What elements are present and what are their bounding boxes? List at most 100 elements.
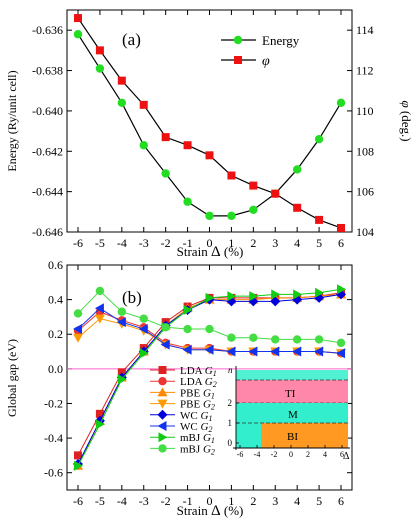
point-mbj-g1	[95, 419, 105, 430]
panel-b-xtick-label: -3	[139, 494, 149, 508]
point-wc-g2	[292, 346, 302, 357]
legend-label-lda-g2: LDA G2	[180, 376, 217, 389]
point-phi	[227, 171, 236, 180]
point-wc-g2	[204, 344, 214, 355]
inset-label-bi: BI	[287, 431, 298, 443]
point-wc-g2	[182, 344, 192, 355]
point-phi	[271, 189, 280, 198]
panel-b-xtick-label: 6	[338, 494, 344, 508]
point-pbe-g2	[94, 314, 105, 324]
inset-xlabel: Δ	[343, 451, 350, 462]
point-mbj-g2	[314, 335, 324, 344]
legend-marker-lda-g1	[158, 366, 167, 374]
panel-a-y2tick-label: 104	[356, 225, 374, 239]
point-phi	[315, 215, 324, 224]
point-mbj-g1	[183, 305, 193, 315]
series-line-energy	[77, 33, 342, 217]
inset-xtick-label: -2	[271, 450, 278, 459]
point-energy	[227, 211, 236, 221]
point-mbj-g2	[292, 335, 302, 344]
inset-ticks: -6 -4 -2 0 2 4 6 0 1 2	[228, 398, 345, 459]
inset-xtick-label: 0	[289, 450, 293, 459]
inset-band-top	[236, 370, 348, 380]
xlabel-unit-b: (%)	[224, 503, 244, 518]
svg-text:Strain Δ (%): Strain Δ (%)	[177, 244, 244, 260]
legend-marker-lda-g2	[158, 377, 167, 386]
panel-b-ytick-label: -0.6	[44, 466, 63, 480]
panel-a-ytick-label: -0.636	[32, 23, 63, 37]
point-mbj-g2	[249, 333, 258, 342]
legend-marker-mbj-g1	[158, 432, 168, 443]
point-mbj-g1	[117, 374, 127, 385]
panel-b-xtick-label: -4	[117, 494, 127, 508]
legend-marker-pbe-g2	[157, 399, 168, 409]
panel-a-y2tick-label: 110	[356, 104, 374, 118]
point-phi	[117, 76, 126, 85]
inset-band-left	[236, 423, 261, 448]
point-energy	[139, 141, 148, 150]
inset-label-ti: TI	[285, 388, 296, 400]
point-mbj-g2	[271, 335, 280, 344]
panel-a-xtick-label: -1	[183, 236, 193, 250]
legend-label-wc-g1: WC G1	[180, 410, 212, 423]
series-line-phi	[77, 17, 342, 229]
panel-a-ytick-label: -0.642	[32, 144, 63, 158]
point-energy	[95, 64, 105, 73]
point-energy	[161, 169, 170, 178]
panel-a-series	[73, 14, 346, 232]
point-wc-g2	[160, 339, 170, 350]
legend-label-wc-g2: WC G2	[180, 421, 212, 434]
point-mbj-g2	[336, 338, 346, 348]
legend-label-pbe-g2: PBE G2	[180, 399, 215, 412]
panel-a-ytick-label: -0.638	[32, 64, 63, 78]
inset-xtick-label: -6	[237, 450, 244, 459]
point-lda-g1	[117, 368, 126, 377]
point-phi	[95, 46, 104, 55]
point-wc-g2	[270, 346, 280, 357]
panel-a-xtick-label: 4	[294, 236, 300, 250]
panel-a-ytick-label: -0.644	[32, 185, 63, 199]
point-energy	[314, 134, 324, 144]
legend-label-lda-g1: LDA G1	[180, 365, 217, 378]
panel-a-y2tick-label: 114	[356, 23, 374, 37]
point-mbj-g1	[271, 289, 281, 300]
panel-b-xtick-label: 0	[207, 494, 213, 508]
legend-marker-mbj-g2	[158, 444, 167, 453]
inset-ylabel: n	[228, 365, 233, 375]
legend-energy-label: Energy	[262, 33, 300, 48]
panel-a-xtick-label: 2	[250, 236, 256, 250]
inset-band-bi	[261, 423, 348, 448]
point-mbj-g2	[183, 324, 192, 334]
panel-a-legend: Energy φ	[221, 33, 300, 69]
panel-b-ytick-label: 0.6	[48, 258, 63, 272]
panel-a-xtick-label: -3	[139, 236, 149, 250]
point-mbj-g1	[249, 291, 259, 302]
y2-symbol: φ	[399, 100, 414, 107]
panel-a-y2tick-label: 108	[356, 144, 374, 158]
point-wc-g2	[248, 346, 258, 357]
legend-label-mbj-g2: mBJ G2	[180, 443, 215, 456]
panel-b-xtick-label: 3	[272, 494, 278, 508]
panel-a-y2tick-label: 106	[356, 185, 374, 199]
legend-label-pbe-g1: PBE G1	[180, 387, 215, 400]
inset-xtick-label: -4	[254, 450, 261, 459]
panel-a-xtick-label: 3	[272, 236, 278, 250]
panel-b-ytick-label: 0.4	[48, 293, 63, 307]
panel-b: -6 -5 -4 -3 -2 -1 0 1 2 3 4 5 6 -0.6 -0.4 -0.2 0.0 0.2 0.4…	[5, 258, 353, 519]
panel-a-ylabel: Energy (Ry/unit cell)	[5, 70, 19, 171]
point-phi	[337, 223, 345, 232]
panel-b-xtick-label: 2	[250, 494, 256, 508]
xlabel-delta: Δ	[211, 244, 221, 260]
inset-band-m	[236, 403, 348, 423]
point-pbe-g2	[73, 333, 83, 343]
panel-b-ytick-label: -0.4	[44, 431, 63, 445]
point-wc-g2	[336, 348, 345, 359]
inset-xtick-label: 4	[323, 450, 327, 459]
point-wc-g2	[94, 303, 104, 314]
inset-band-ti	[236, 380, 348, 403]
point-mbj-g2	[139, 314, 148, 323]
svg-text:φ (deg.): φ (deg.)	[399, 100, 414, 141]
phase-diagram-inset: TI M BI n Δ -6 -4 -2 0 2 4 6 0 1 2	[228, 365, 350, 462]
